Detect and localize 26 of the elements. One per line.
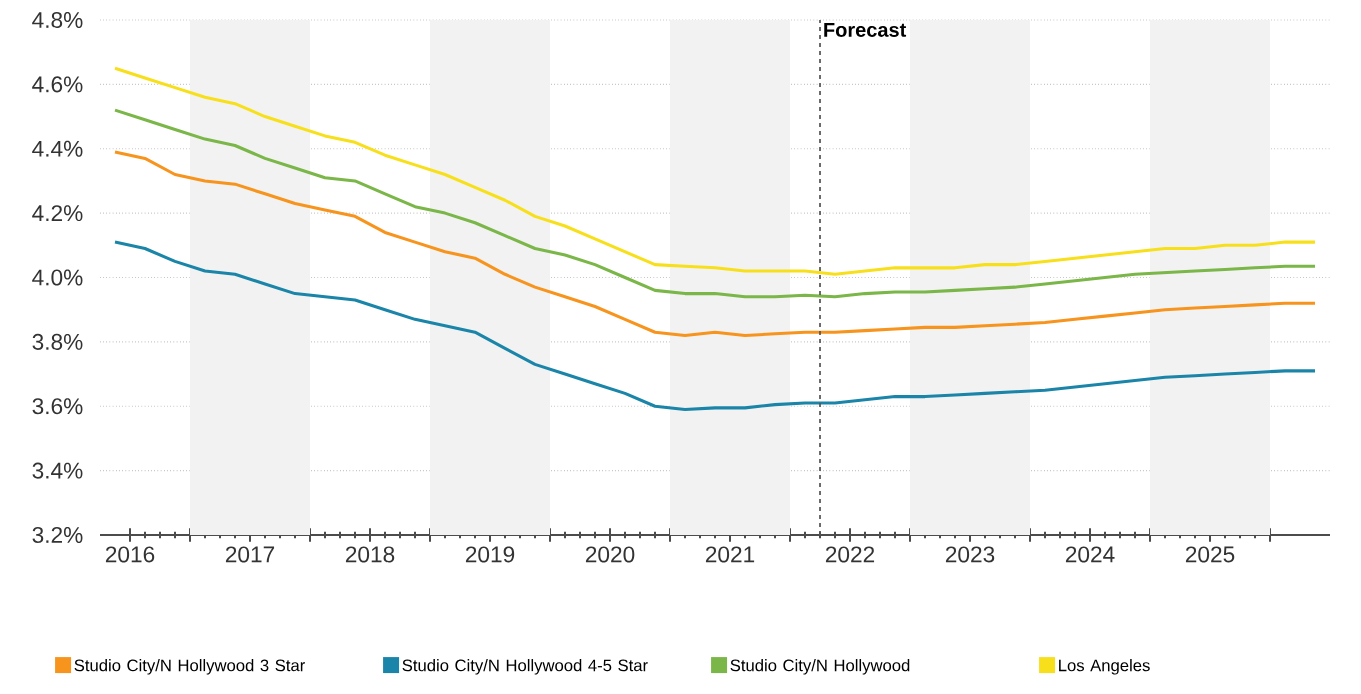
legend-label: Studio City/N Hollywood 4-5 Star [402, 659, 648, 675]
y-tick-label: 3.6% [32, 398, 83, 415]
y-tick-label: 3.2% [32, 526, 83, 544]
legend-label: Studio City/N Hollywood [730, 659, 910, 675]
line-series [113, 240, 1317, 412]
y-tick-label: 4.2% [32, 205, 83, 222]
ref-line-label: Forecast [824, 22, 907, 37]
legend-label: Los Angeles [1059, 659, 1150, 675]
y-tick-label: 4.4% [32, 140, 83, 157]
legend-label: Studio City/N Hollywood 3 Star [74, 659, 305, 675]
x-tick-label: 2018 [345, 546, 395, 563]
x-tick-label: 2017 [225, 546, 275, 563]
y-tick-label: 4.0% [32, 269, 83, 286]
y-tick-label: 4.6% [32, 76, 83, 93]
x-tick-label: 2023 [945, 546, 995, 563]
y-tick-label: 4.8% [32, 11, 83, 29]
y-tick-label: 3.4% [32, 462, 83, 479]
x-tick-label: 2025 [1185, 546, 1235, 563]
x-tick-label: 2022 [825, 546, 875, 563]
x-tick-label: 2024 [1065, 546, 1115, 563]
x-tick-label: 2020 [585, 546, 635, 563]
line-series [113, 150, 1317, 337]
x-tick-label: 2021 [705, 546, 755, 563]
x-tick-label: 2019 [465, 546, 515, 563]
x-tick-label: 2016 [105, 546, 155, 563]
y-tick-label: 3.8% [32, 333, 83, 350]
